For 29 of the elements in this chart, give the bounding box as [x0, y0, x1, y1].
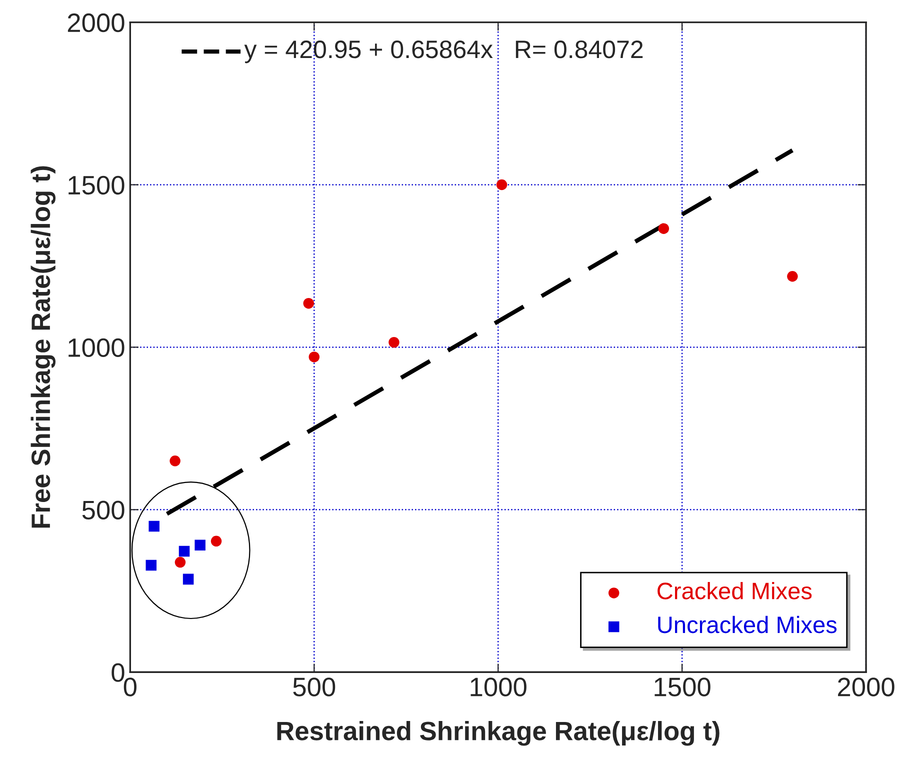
- legend-label: Cracked Mixes: [658, 582, 812, 600]
- point: [174, 556, 186, 568]
- annotation: y = 420.95 + 0.65864x R= 0.84072: [244, 40, 643, 64]
- y-tick-label: 1000: [68, 338, 124, 358]
- legend-label: Uncracked Mixes: [658, 616, 837, 634]
- point: [303, 298, 314, 309]
- point: [787, 270, 798, 282]
- y-tick-label: 2000: [68, 13, 124, 32]
- x-tick-label: 1500: [654, 678, 710, 696]
- point: [388, 336, 400, 348]
- y-axis-title: Free Shrinkage Rate(με/log t): [30, 166, 56, 528]
- point: [496, 179, 508, 190]
- y-tick-label: 1500: [68, 176, 124, 195]
- point: [146, 560, 157, 571]
- point: [194, 540, 206, 550]
- point: [178, 546, 190, 557]
- x-tick-label: 1000: [470, 678, 526, 696]
- x-tick-label: 500: [293, 678, 336, 696]
- point: [148, 520, 160, 532]
- point: [658, 223, 670, 234]
- point: [308, 352, 320, 362]
- x-tick-label: 2000: [838, 678, 894, 696]
- y-tick-label: 0: [112, 663, 124, 682]
- x-tick-label: 0: [124, 678, 136, 696]
- x-axis-title: Restrained Shrinkage Rate(με/log t): [277, 721, 720, 746]
- y-tick-label: 500: [82, 500, 124, 520]
- point: [210, 536, 222, 547]
- point: [182, 574, 194, 585]
- point: [170, 456, 180, 466]
